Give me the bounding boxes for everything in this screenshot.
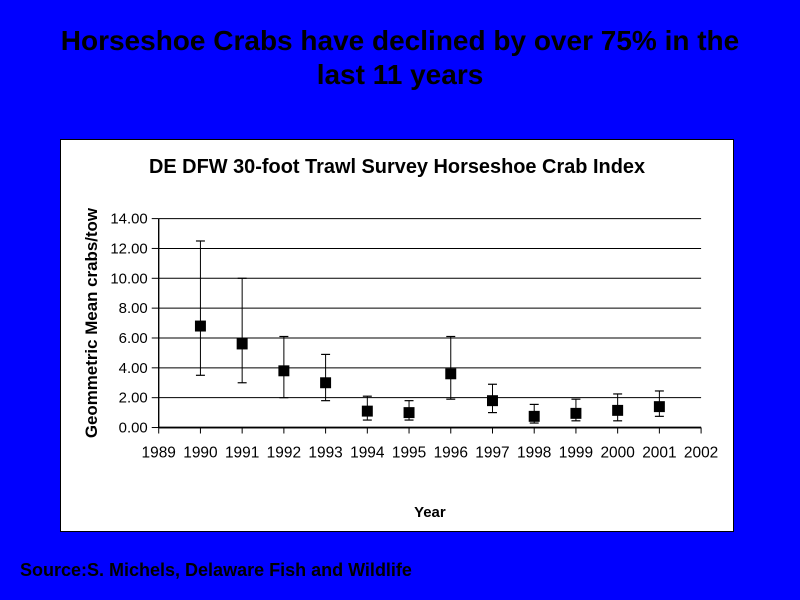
data-point-2000	[612, 404, 624, 416]
x-tick-label-1990: 1990	[183, 444, 217, 461]
y-tick-label-10.00: 10.00	[110, 270, 147, 287]
error-bar-1996	[446, 335, 456, 400]
y-tick-label-8.00: 8.00	[119, 300, 148, 317]
x-tick-label-1998: 1998	[517, 444, 551, 461]
x-tick-label-1992: 1992	[267, 444, 301, 461]
y-tick-label-6.00: 6.00	[119, 330, 148, 347]
trawl-survey-chart: 0.00 2.00 4.00 6.00 8.00 10.00 12.00 14.00 1989 1…	[82, 156, 718, 521]
data-point-1997	[487, 395, 498, 407]
x-tick-label-1995: 1995	[392, 444, 426, 461]
x-tick-label-1993: 1993	[308, 444, 342, 461]
y-tick-label-4.00: 4.00	[119, 360, 148, 377]
y-tick-label-14.00: 14.00	[110, 211, 147, 228]
x-tick-label-1991: 1991	[225, 444, 259, 461]
data-point-1991	[236, 338, 248, 350]
y-axis-title: Geommetric Mean crabs/tow	[82, 207, 101, 438]
error-bar-1990	[195, 240, 205, 376]
x-axis-title: Year	[414, 504, 446, 521]
chart-title: DE DFW 30-foot Trawl Survey Horseshoe Cr…	[149, 156, 645, 178]
x-tick-label-2001: 2001	[642, 444, 676, 461]
data-point-1998	[528, 410, 540, 422]
x-tick-label-1994: 1994	[350, 444, 385, 461]
slide-title-line-1: Horseshoe Crabs have declined by over 75…	[60, 25, 740, 56]
data-point-2001	[653, 401, 665, 413]
data-point-1995	[403, 407, 415, 419]
y-tick-label-12.00: 12.00	[110, 240, 147, 257]
slide-title-line-2: last 11 years	[316, 59, 484, 90]
x-tick-label-2000: 2000	[600, 444, 634, 461]
data-point-1996	[445, 368, 457, 380]
source-credit: Source:S. Michels, Delaware Fish and Wil…	[20, 560, 412, 580]
data-point-1993	[320, 377, 332, 389]
data-point-1990	[194, 320, 206, 332]
y-tick-label-0.00: 0.00	[119, 420, 148, 437]
x-tick-label-1999: 1999	[559, 444, 593, 461]
data-point-1994	[361, 405, 373, 417]
x-tick-label-2002: 2002	[684, 444, 718, 461]
x-tick-label-1989: 1989	[142, 444, 176, 461]
data-point-1992	[278, 365, 290, 377]
slide-title: Horseshoe Crabs have declined by over 75…	[0, 24, 800, 92]
data-point-1999	[570, 407, 582, 419]
x-tick-label-1997: 1997	[475, 444, 509, 461]
y-tick-label-2.00: 2.00	[119, 390, 148, 407]
x-tick-label-1996: 1996	[434, 444, 468, 461]
error-bar-1991	[237, 277, 247, 384]
chart-container: 0.00 2.00 4.00 6.00 8.00 10.00 12.00 14.00 1989 1…	[60, 139, 734, 532]
